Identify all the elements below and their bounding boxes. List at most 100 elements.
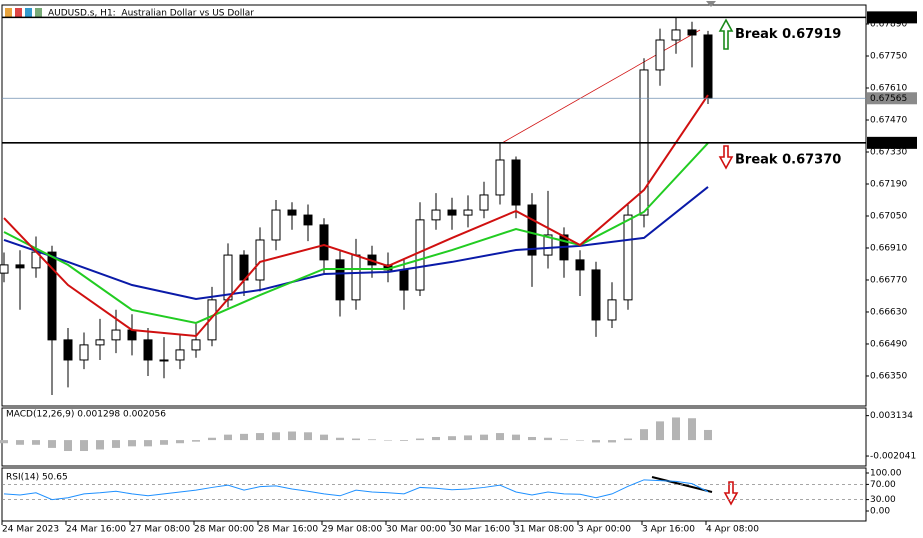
rsi-title: RSI(14) 50.65 (6, 473, 68, 483)
macd-bar (352, 438, 360, 441)
macd-title: MACD(12,26,9) 0.001298 0.002056 (6, 410, 166, 420)
up-arrow (718, 18, 734, 50)
macd-bar (416, 438, 424, 441)
candle-body (591, 269, 601, 321)
macd-bar (96, 440, 104, 450)
candle-body (479, 194, 489, 211)
candle-body (431, 209, 441, 221)
y-tick-label: 0.67470 (870, 115, 907, 125)
x-tick-label: 31 Mar 08:00 (514, 525, 574, 535)
candle-body (527, 204, 537, 256)
candle-body (335, 259, 345, 301)
candle-body (543, 234, 553, 256)
macd-bar (32, 440, 40, 445)
macd-bar (464, 435, 472, 441)
macd-bar (400, 440, 408, 441)
macd-bar (80, 440, 88, 452)
macd-bar (560, 439, 568, 441)
candle-body (415, 219, 425, 291)
macd-bar (368, 439, 376, 441)
price-level-label: 0.67370 (870, 138, 907, 148)
y-tick-label: 0.67750 (870, 51, 907, 61)
candle-body (79, 344, 89, 361)
x-tick-label: 28 Mar 16:00 (258, 525, 318, 535)
price-level-box (867, 11, 917, 24)
macd-bar (432, 436, 440, 441)
macd-bar (688, 418, 696, 441)
price-level-label: 0.67565 (870, 94, 907, 104)
macd-bar (256, 433, 264, 441)
x-tick-label: 24 Mar 2023 (2, 525, 59, 535)
candle-body (0, 264, 9, 274)
macd-bar (544, 437, 552, 441)
y-tick-label: 0.66910 (870, 243, 907, 253)
macd-bar (608, 440, 616, 443)
candle-body (255, 239, 265, 281)
macd-bar (192, 440, 200, 442)
annotation: Break 0.67370 (735, 152, 841, 167)
candle-body (303, 214, 313, 226)
macd-bar (16, 440, 24, 445)
y-tick-label: -0.002041 (870, 452, 916, 462)
y-tick-label: 0.00 (870, 507, 890, 517)
x-tick-label: 27 Mar 08:00 (130, 525, 190, 535)
candle-body (207, 299, 217, 341)
rsi-panel (1, 467, 867, 522)
candle-body (623, 214, 633, 301)
macd-bar (384, 440, 392, 441)
icon (15, 8, 22, 17)
candle-body (351, 254, 361, 301)
macd-bar (704, 429, 712, 441)
x-tick-label: 3 Apr 00:00 (578, 525, 631, 535)
x-tick-label: 29 Mar 08:00 (322, 525, 382, 535)
macd-bar (208, 437, 216, 441)
macd-panel (1, 407, 867, 467)
macd-bar (64, 440, 72, 452)
x-tick-label: 3 Apr 16:00 (642, 525, 695, 535)
macd-bar (496, 433, 504, 441)
candle-body (47, 251, 57, 341)
candle-body (447, 209, 457, 216)
macd-bar (48, 440, 56, 448)
y-tick-label: 30.00 (870, 495, 896, 505)
macd-bar (240, 433, 248, 441)
macd-bar (304, 432, 312, 441)
down-arrow (718, 145, 734, 170)
moving-average (3, 94, 709, 338)
down-arrow (723, 481, 739, 506)
x-tick-label: 30 Mar 00:00 (386, 525, 446, 535)
macd-bar (624, 438, 632, 441)
macd-bar (224, 434, 232, 441)
macd-bar (320, 434, 328, 441)
candle-body (703, 34, 713, 99)
candle-body (463, 209, 473, 216)
candle-body (111, 329, 121, 341)
macd-bar (672, 417, 680, 441)
candle-body (143, 339, 153, 361)
chart-title: AUDUSD.s, H1: Australian Dollar vs US Do… (48, 9, 254, 19)
moving-average (3, 186, 709, 300)
y-tick-label: 0.66350 (870, 371, 907, 381)
candle-body (607, 299, 617, 321)
zigzag (501, 29, 701, 144)
macd-bar (656, 421, 664, 441)
y-tick-label: 0.66630 (870, 307, 907, 317)
candle-body (159, 359, 169, 362)
candle-body (319, 224, 329, 261)
icon (25, 8, 32, 17)
y-tick-label: 0.67190 (870, 179, 907, 189)
x-tick-label: 30 Mar 16:00 (450, 525, 510, 535)
moving-average (3, 142, 709, 324)
candle-body (63, 339, 73, 361)
macd-bar (448, 436, 456, 441)
candle-body (399, 269, 409, 291)
main-panel (1, 4, 867, 407)
macd-bar (272, 432, 280, 441)
y-tick-label: 70.00 (870, 480, 896, 490)
candle-body (575, 259, 585, 271)
macd-bar (176, 440, 184, 444)
macd-bar (0, 440, 8, 444)
x-tick-label: 24 Mar 16:00 (66, 525, 126, 535)
